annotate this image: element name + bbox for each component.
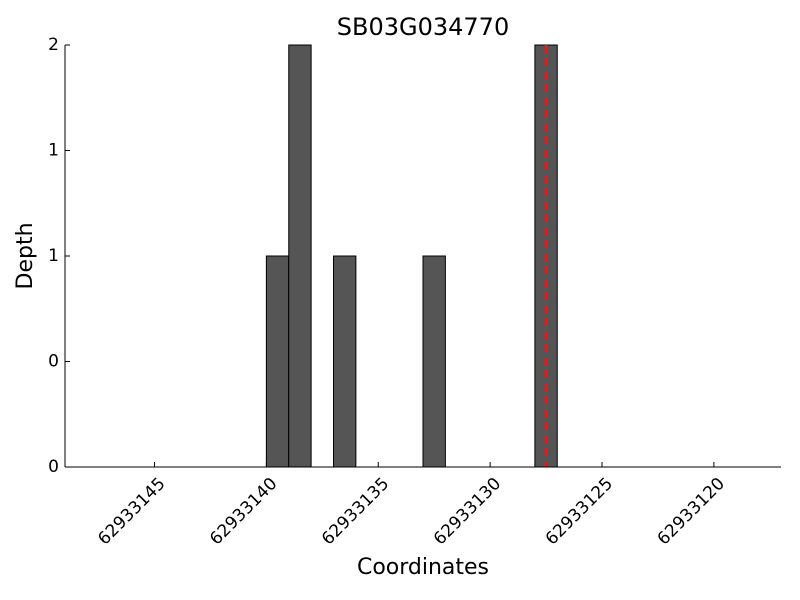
x-tick-label: 62933145 [94, 474, 169, 549]
y-tick-label: 0 [48, 352, 59, 372]
y-tick-label: 1 [48, 246, 59, 266]
x-tick-label: 62933130 [430, 474, 505, 549]
y-tick-label: 0 [48, 457, 59, 477]
y-axis-label: Depth [13, 222, 38, 289]
x-axis-label: Coordinates [357, 555, 489, 580]
chart-title: SB03G034770 [337, 13, 509, 41]
y-tick-label: 1 [48, 141, 59, 161]
x-tick-label: 62933120 [654, 474, 729, 549]
x-tick-label: 62933125 [542, 474, 617, 549]
bar [288, 44, 312, 468]
y-tick-label: 2 [48, 35, 59, 55]
bar [422, 255, 446, 468]
x-tick-label: 62933135 [318, 474, 393, 549]
bar [333, 255, 357, 468]
x-tick-label: 62933140 [206, 474, 281, 549]
bar [265, 255, 290, 468]
